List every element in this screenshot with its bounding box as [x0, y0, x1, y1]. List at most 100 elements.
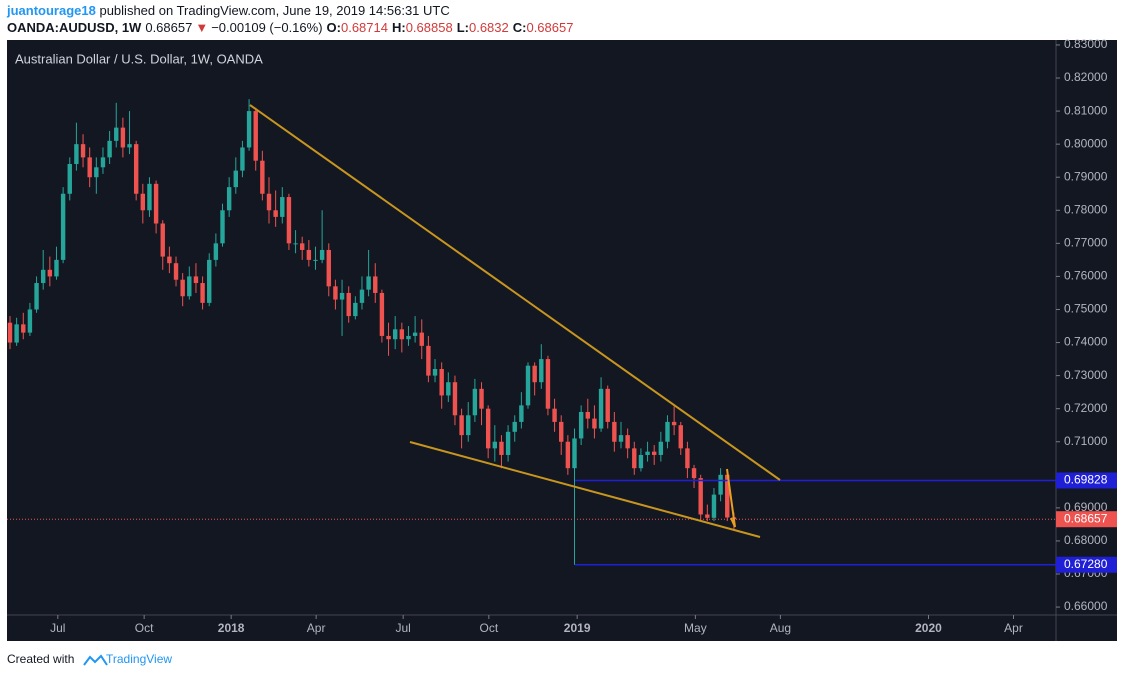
level-tag	[1056, 556, 1117, 573]
candle-body	[353, 302, 358, 317]
candle-body	[87, 157, 92, 178]
projection-arrow	[726, 468, 736, 528]
y-tick-label: 0.81000	[1064, 103, 1108, 117]
candle-body	[173, 263, 179, 280]
candle-body	[339, 292, 345, 300]
c-value: 0.68657	[526, 20, 573, 35]
candle-body	[638, 454, 644, 469]
x-tick-label: Apr	[1004, 621, 1023, 635]
candle-body	[592, 418, 597, 429]
candle-body	[14, 324, 19, 343]
candle-body	[386, 335, 391, 340]
candle-body	[306, 249, 312, 260]
chart-panel	[7, 40, 1117, 641]
candle-body	[133, 144, 139, 194]
candle-body	[532, 365, 537, 383]
candle-body	[665, 421, 670, 442]
candle-body	[539, 359, 544, 383]
candle-body	[559, 421, 564, 442]
level-label: 0.67280	[1064, 557, 1108, 571]
candle-body	[705, 514, 710, 518]
y-tick-label: 0.83000	[1064, 37, 1108, 51]
candle-body	[485, 408, 491, 449]
candle-body	[625, 435, 630, 449]
x-tick-label: Oct	[479, 621, 498, 635]
candle-body	[21, 324, 26, 333]
candle-body	[525, 365, 531, 406]
x-tick-label: Jul	[50, 621, 65, 635]
candle-body	[598, 388, 604, 429]
tv-logo	[83, 654, 108, 666]
candle-body	[300, 243, 305, 250]
candle-body	[333, 286, 338, 300]
symbol: OANDA:AUDUSD, 1W	[7, 20, 142, 35]
candle-body	[711, 494, 717, 518]
x-tick-label: 2019	[564, 621, 591, 635]
candle-body	[605, 388, 610, 422]
x-tick-label: 2018	[218, 621, 245, 635]
candle-body	[406, 335, 411, 340]
candle-body	[585, 411, 590, 419]
candle-body	[286, 197, 292, 244]
candle-body	[253, 111, 258, 161]
candle-body	[147, 183, 152, 211]
l-label: L:	[457, 20, 469, 35]
candle-body	[34, 283, 39, 310]
candle-body	[366, 276, 371, 290]
candle-body	[160, 223, 165, 257]
candle-body	[27, 309, 33, 333]
level-label: 0.69828	[1064, 473, 1108, 487]
candle-body	[47, 269, 53, 277]
x-tick-label: 2020	[915, 621, 942, 635]
candle-body	[379, 292, 385, 336]
y-tick-label: 0.78000	[1064, 202, 1108, 216]
candle-body	[472, 388, 478, 416]
candle-body	[612, 421, 617, 442]
candle-body	[578, 411, 584, 439]
candle-body	[266, 193, 272, 211]
candle-body	[459, 415, 464, 436]
y-tick-label: 0.71000	[1064, 434, 1108, 448]
candle-body	[293, 243, 298, 245]
x-tick-label: Apr	[307, 621, 326, 635]
chart-title: Australian Dollar / U.S. Dollar, 1W, OAN…	[15, 51, 263, 66]
candle-body	[180, 279, 185, 297]
x-tick-label: Aug	[770, 621, 791, 635]
footer-brand[interactable]: TradingView	[106, 652, 172, 666]
x-tick-label: Jul	[395, 621, 410, 635]
y-tick-label: 0.68000	[1064, 533, 1108, 547]
candle-body	[618, 435, 624, 442]
candle-body	[313, 259, 318, 261]
candle-body	[40, 269, 46, 284]
candle-body	[565, 441, 571, 469]
plot	[7, 99, 1056, 566]
candle-body	[167, 256, 172, 264]
candle-body	[200, 283, 205, 303]
candle-body	[213, 243, 219, 260]
candle-body	[326, 249, 331, 287]
candle-body	[60, 193, 66, 260]
candle-body	[671, 421, 677, 426]
drawings	[249, 104, 781, 538]
x-tick-label: Oct	[135, 621, 154, 635]
axes: 0.83000 0.82000 0.81000 0.80000 0.79000 0.780…	[50, 37, 1117, 635]
h-value: 0.68858	[406, 20, 453, 35]
publish-info: published on TradingView.com, June 19, 2…	[96, 3, 450, 18]
user-link[interactable]: juantourage18	[6, 3, 96, 18]
candle-body	[240, 147, 245, 171]
candle-body	[651, 451, 657, 455]
y-tick-label: 0.69000	[1064, 500, 1108, 514]
candle-body	[658, 441, 664, 455]
candle-body	[426, 345, 431, 376]
y-tick-label: 0.72000	[1064, 401, 1108, 415]
candle-body	[7, 322, 13, 343]
arrow: ▼	[195, 20, 208, 35]
o-value: 0.68714	[341, 20, 388, 35]
y-tick-label: 0.75000	[1064, 302, 1108, 316]
candle-body	[479, 388, 484, 409]
candle-body	[54, 259, 59, 277]
candle-body	[691, 468, 697, 479]
candle-body	[373, 276, 378, 293]
candle-body	[280, 197, 285, 217]
candle-body	[120, 127, 126, 148]
